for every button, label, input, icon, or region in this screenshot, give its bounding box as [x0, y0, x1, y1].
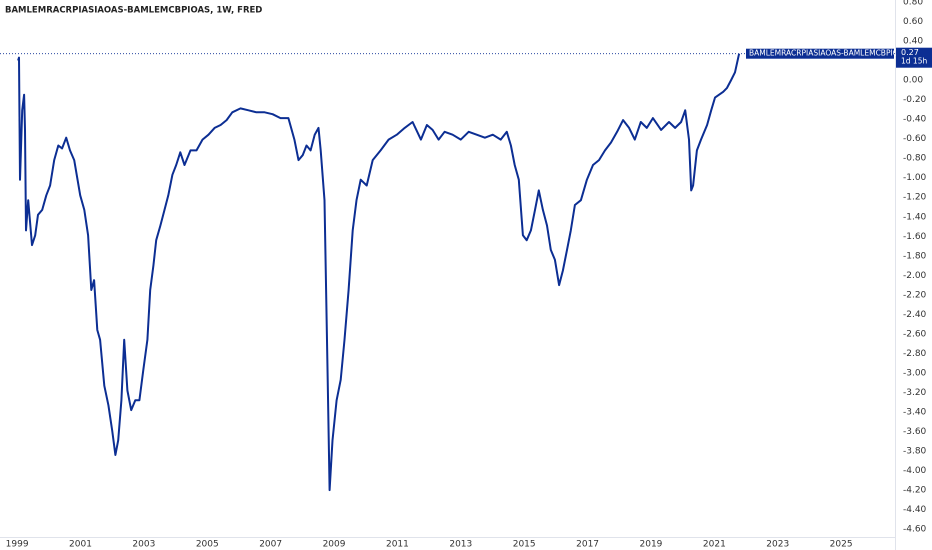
y-tick-label: -4.40 [903, 505, 927, 515]
series-name-label: BAMLEMRACRPIASIAOAS-BAMLEMCBPIOAS [749, 49, 909, 58]
chart-title: BAMLEMRACRPIASIAOAS-BAMLEMCBPIOAS, 1W, F… [5, 6, 262, 16]
y-tick-label: -1.80 [903, 251, 927, 261]
x-tick-label: 2007 [259, 540, 282, 550]
y-tick-label: 0.40 [903, 37, 923, 47]
y-tick-label: -0.80 [903, 154, 927, 164]
y-tick-label: -3.20 [903, 388, 927, 398]
y-tick-label: -3.00 [903, 368, 927, 378]
y-tick-label: 0.60 [903, 17, 923, 27]
y-tick-label: -2.40 [903, 310, 927, 320]
x-tick-label: 2009 [323, 540, 346, 550]
x-tick-label: 2019 [640, 540, 663, 550]
y-tick-label: -3.80 [903, 447, 927, 457]
x-tick-label: 2017 [576, 540, 599, 550]
y-tick-label: -1.00 [903, 173, 927, 183]
x-tick-label: 2005 [196, 540, 219, 550]
y-tick-label: -1.40 [903, 212, 927, 222]
x-tick-label: 1999 [6, 540, 29, 550]
y-tick-label: -1.20 [903, 193, 927, 203]
x-tick-label: 2023 [766, 540, 789, 550]
x-tick-label: 2015 [513, 540, 536, 550]
y-tick-label: -2.00 [903, 271, 927, 281]
y-tick-label: -0.20 [903, 95, 927, 105]
price-label: 0.27 [901, 48, 919, 57]
y-tick-label: -0.40 [903, 115, 927, 125]
x-tick-label: 2001 [69, 540, 92, 550]
series-name-tag [746, 48, 894, 59]
y-tick-label: -2.60 [903, 329, 927, 339]
y-tick-label: -4.20 [903, 486, 927, 496]
series-line [17, 53, 741, 492]
y-tick-label: -1.60 [903, 232, 927, 242]
x-tick-label: 2013 [449, 540, 472, 550]
x-tick-label: 2025 [830, 540, 853, 550]
y-tick-label: -4.00 [903, 466, 927, 476]
x-tick-label: 2003 [132, 540, 155, 550]
y-tick-label: -2.20 [903, 290, 927, 300]
y-tick-label: -2.80 [903, 349, 927, 359]
y-tick-label: -3.60 [903, 427, 927, 437]
x-tick-label: 2011 [386, 540, 409, 550]
y-tick-label: -4.60 [903, 525, 927, 535]
price-tag [896, 47, 932, 68]
y-tick-label: -3.40 [903, 408, 927, 418]
x-tick-label: 2021 [703, 540, 726, 550]
y-tick-label: -0.60 [903, 134, 927, 144]
y-tick-label: 0.80 [903, 0, 923, 7]
y-tick-label: 0.00 [903, 76, 923, 86]
countdown-label: 1d 15h [901, 57, 927, 66]
